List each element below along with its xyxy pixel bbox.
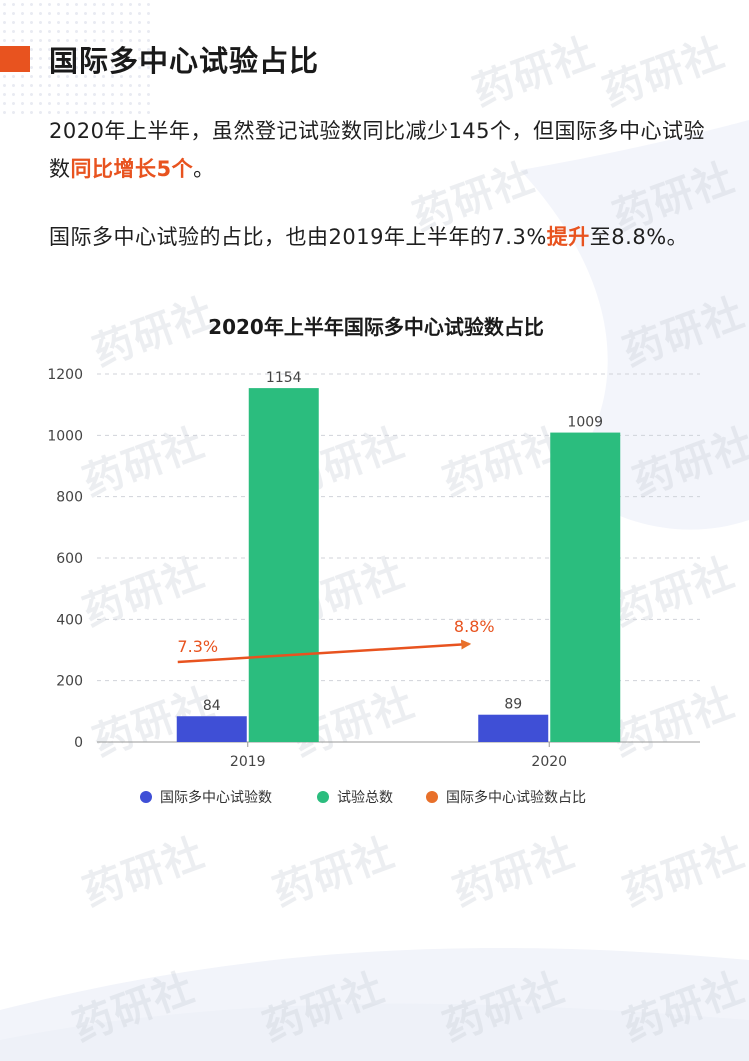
paragraph-tail: 至8.8%。 <box>589 225 689 249</box>
x-tick-label: 2020 <box>531 754 567 770</box>
legend-swatch <box>140 791 152 803</box>
ratio-label: 7.3% <box>177 637 218 656</box>
y-tick-label: 1200 <box>47 367 83 383</box>
y-tick-label: 400 <box>56 612 83 628</box>
bar-value-label: 89 <box>504 697 522 713</box>
paragraph-highlight: 同比增长5个 <box>70 157 194 181</box>
legend-label: 国际多中心试验数 <box>160 789 272 806</box>
bar-value-label: 1009 <box>567 415 603 431</box>
bar <box>550 432 621 742</box>
ratio-arrow <box>177 639 472 664</box>
bar-chart: 2020年上半年国际多中心试验数占比 0 200 400 600 800 1000 1200… <box>47 315 700 806</box>
title-accent-bar <box>0 46 30 72</box>
bar <box>248 388 319 742</box>
y-tick-label: 800 <box>56 490 83 506</box>
ratio-label: 8.8% <box>454 617 495 636</box>
page-title: 国际多中心试验占比 <box>49 44 320 78</box>
paragraph-highlight: 提升 <box>546 225 590 249</box>
chart-title: 2020年上半年国际多中心试验数占比 <box>208 315 544 339</box>
legend-swatch <box>317 791 329 803</box>
y-tick-label: 0 <box>74 735 83 751</box>
legend-label: 试验总数 <box>337 790 393 806</box>
bar-value-label: 84 <box>203 698 221 714</box>
bar <box>478 714 549 742</box>
paragraph-tail: 。 <box>193 157 215 181</box>
bar <box>176 716 247 742</box>
summary-paragraph-1: 2020年上半年，虽然登记试验数同比减少145个，但国际多中心试验数同比增长5个… <box>49 112 709 188</box>
y-tick-label: 1000 <box>47 428 83 444</box>
y-tick-label: 200 <box>56 674 83 690</box>
chart-container: 2020年上半年国际多中心试验数占比 0 200 400 600 800 1000 1200… <box>0 300 749 840</box>
y-tick-label: 600 <box>56 551 83 567</box>
x-tick-label: 2019 <box>230 754 266 770</box>
legend-swatch <box>426 791 438 803</box>
bar-value-label: 1154 <box>266 370 302 386</box>
legend-label: 国际多中心试验数占比 <box>446 789 586 806</box>
summary-paragraph-2: 国际多中心试验的占比，也由2019年上半年的7.3%提升至8.8%。 <box>49 218 709 256</box>
paragraph-text: 2020年上半年，虽然登记试验数同比减少145个，但国际多中心试验数 <box>49 119 706 181</box>
paragraph-text: 国际多中心试验的占比，也由2019年上半年的7.3% <box>49 225 547 249</box>
